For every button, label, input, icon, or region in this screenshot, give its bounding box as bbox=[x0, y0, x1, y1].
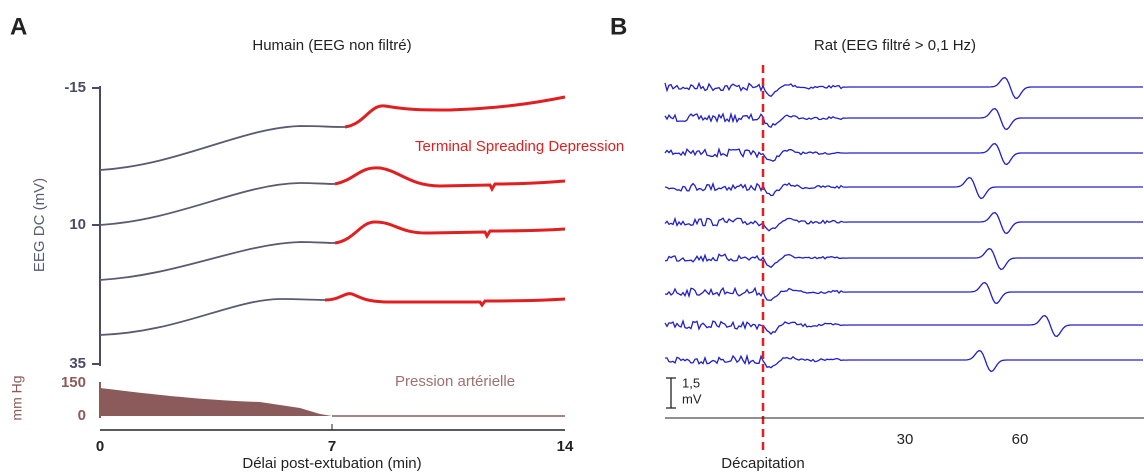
bp-axis-label: mm Hg bbox=[9, 375, 25, 420]
eeg-trace bbox=[664, 211, 1143, 235]
scale-unit: mV bbox=[682, 391, 702, 406]
x-tick-label: 0 bbox=[96, 438, 104, 455]
trace bbox=[334, 166, 566, 193]
trace bbox=[99, 125, 346, 171]
eeg-trace bbox=[665, 349, 1143, 373]
y-axis-label: EEG DC (mV) bbox=[31, 178, 48, 272]
eeg-trace bbox=[664, 142, 1143, 166]
x-tick-label: 30 bbox=[897, 431, 914, 448]
event-label: Décapitation bbox=[721, 455, 804, 472]
eeg-trace bbox=[664, 76, 1143, 100]
trace bbox=[99, 298, 326, 336]
x-axis-label: Délai post-extubation (min) bbox=[242, 455, 421, 472]
annotation: Pression artérielle bbox=[395, 373, 515, 390]
panel-title: Humain (EEG non filtré) bbox=[252, 37, 411, 54]
eeg-trace bbox=[664, 107, 1143, 131]
panel-title: Rat (EEG filtré > 0,1 Hz) bbox=[814, 37, 976, 54]
annotation: Terminal Spreading Depression bbox=[415, 138, 624, 155]
bp-area bbox=[100, 388, 332, 416]
bp-tick-label: 150 bbox=[61, 374, 86, 391]
trace bbox=[344, 95, 566, 129]
trace bbox=[324, 292, 566, 308]
eeg-trace bbox=[664, 281, 1143, 305]
eeg-trace bbox=[664, 247, 1143, 271]
trace bbox=[99, 241, 336, 281]
y-tick-label: 10 bbox=[69, 216, 86, 233]
bp-tick-label: 0 bbox=[78, 407, 86, 424]
traces bbox=[664, 76, 1143, 373]
panel-label: B bbox=[610, 13, 627, 40]
x-tick-label: 14 bbox=[557, 438, 574, 455]
trace bbox=[334, 220, 566, 245]
panel-label: A bbox=[10, 13, 27, 40]
y-tick-label: 35 bbox=[69, 355, 86, 372]
x-tick-label: 7 bbox=[328, 438, 336, 455]
eeg-trace bbox=[664, 314, 1143, 338]
scale-value: 1,5 bbox=[682, 375, 700, 390]
scale-bar bbox=[666, 377, 676, 409]
y-tick-label: -15 bbox=[64, 79, 86, 96]
eeg-trace bbox=[664, 176, 1143, 200]
trace bbox=[99, 182, 336, 226]
x-tick-label: 60 bbox=[1012, 431, 1029, 448]
